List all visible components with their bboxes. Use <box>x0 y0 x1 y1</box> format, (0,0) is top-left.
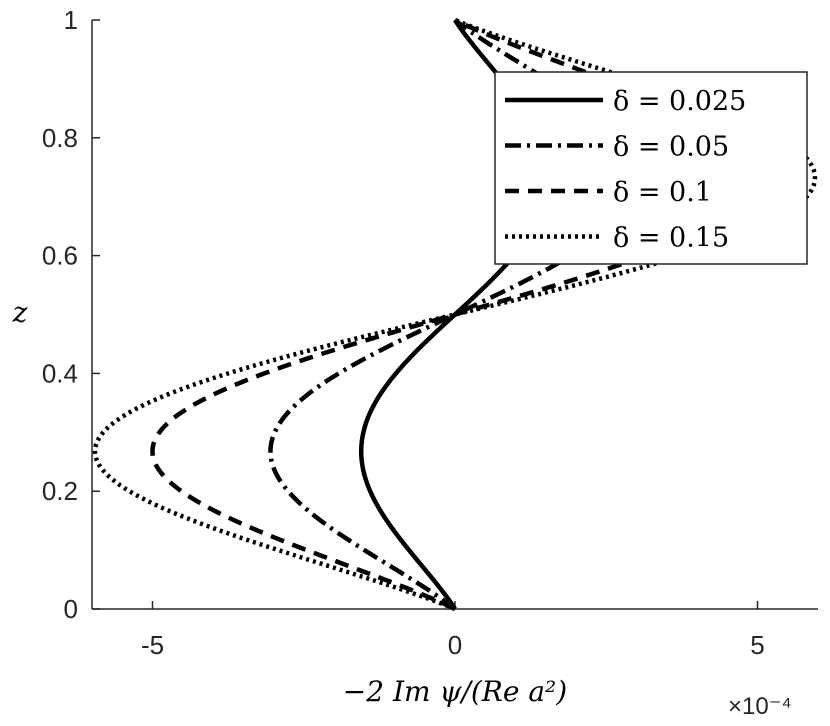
x-multiplier-label: ×10⁻⁴ <box>728 693 792 720</box>
y-tick-label: 0 <box>64 594 78 624</box>
axes: -5 0 5 0 0.2 0.4 0.6 0.8 1 <box>42 5 818 660</box>
x-tick-label: -5 <box>141 630 164 660</box>
x-tick-label: 5 <box>750 630 764 660</box>
legend-label: δ = 0.025 <box>613 86 746 117</box>
y-tick-label: 0.2 <box>42 476 78 506</box>
legend: δ = 0.025 δ = 0.05 δ = 0.1 δ = 0.15 <box>494 71 808 265</box>
y-tick-label: 0.4 <box>42 358 78 388</box>
x-tick-label: 0 <box>448 630 462 660</box>
legend-label: δ = 0.15 <box>613 223 729 254</box>
y-tick-label: 0.6 <box>42 241 78 271</box>
legend-box <box>494 71 808 265</box>
y-axis-label: z <box>12 296 28 329</box>
legend-label: δ = 0.05 <box>613 132 729 163</box>
series-line-2 <box>150 17 760 612</box>
x-axis-label: −2 Im ψ/(Re a²) <box>343 675 567 708</box>
legend-label: δ = 0.1 <box>613 177 712 208</box>
y-tick-label: 0.8 <box>42 123 78 153</box>
y-tick-label: 1 <box>64 5 78 35</box>
